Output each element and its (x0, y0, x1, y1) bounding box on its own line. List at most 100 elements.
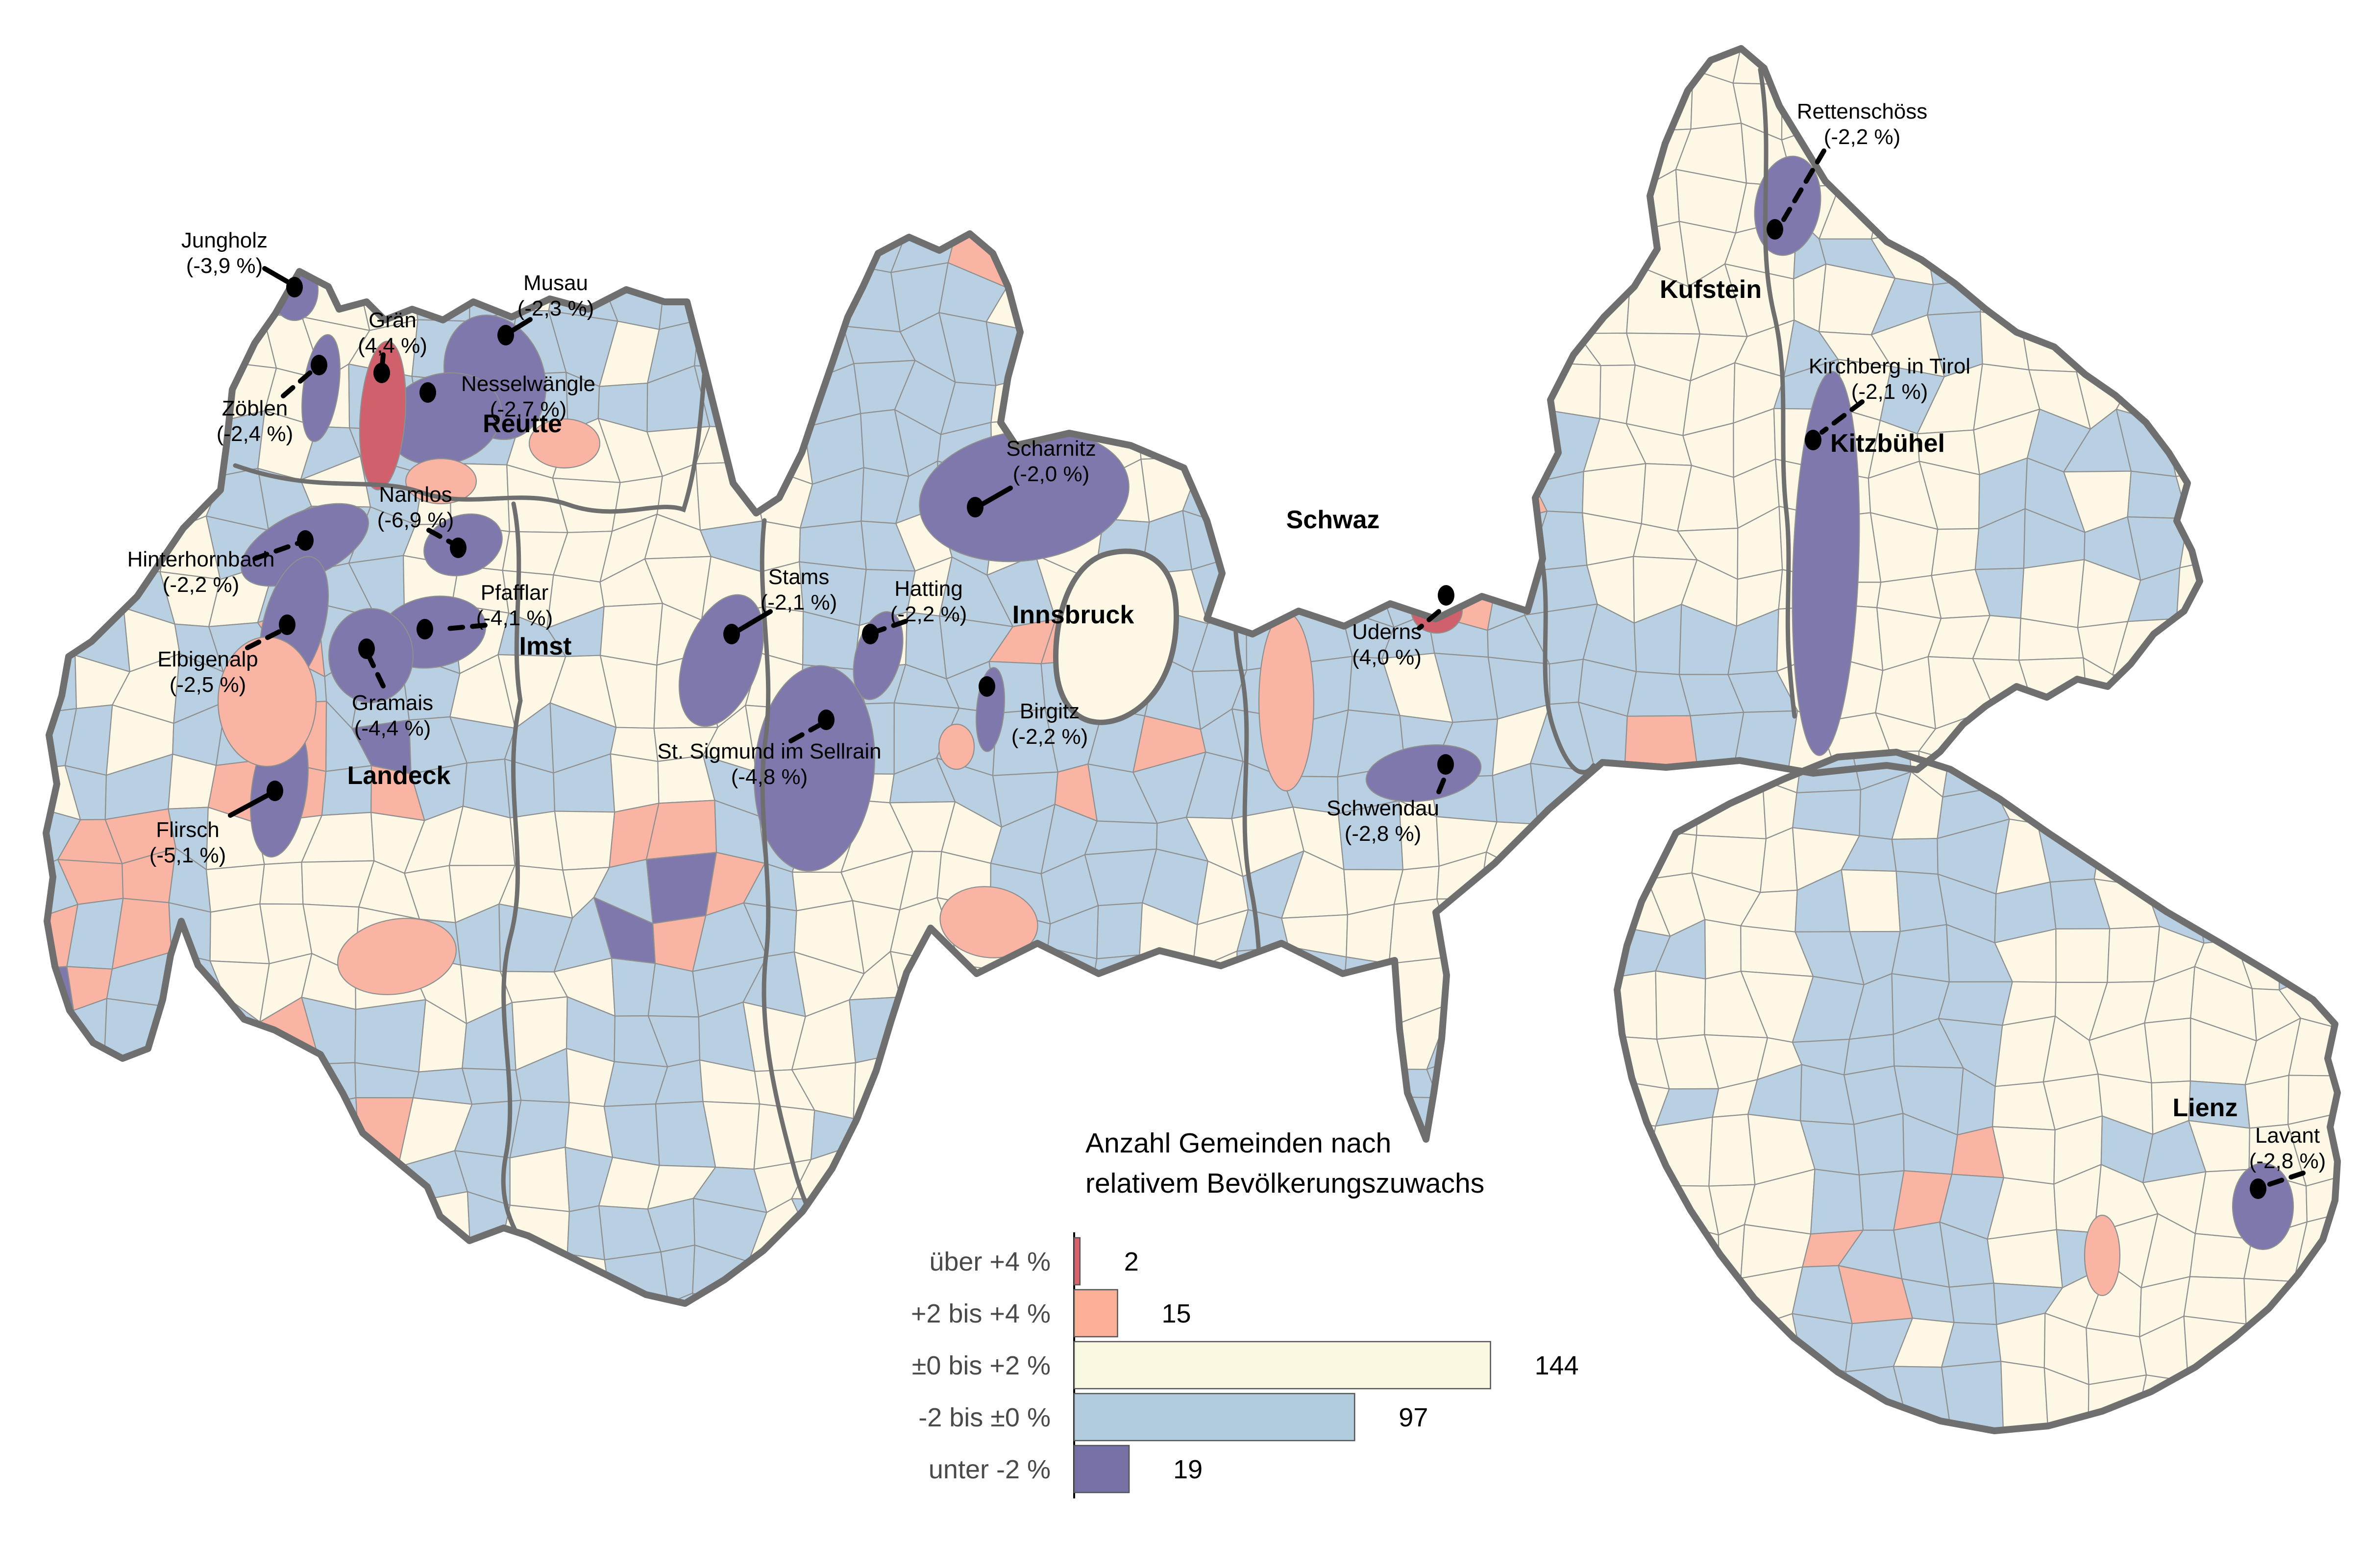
municipality-value-label: (-2,7 %) (490, 397, 566, 421)
legend-count-value: 144 (1535, 1351, 1579, 1380)
legend-bar (1073, 1341, 1491, 1390)
municipality-polygon (611, 957, 656, 1017)
leader-line (440, 623, 488, 632)
municipality-dot (286, 277, 303, 297)
municipality-polygon (610, 753, 660, 813)
highlight-municipality-shape (939, 886, 1038, 958)
east-tyrol-border (1614, 749, 2341, 1434)
municipality-dot (2250, 1178, 2266, 1199)
highlight-municipality-shape (359, 341, 407, 490)
municipality-name-label: Kirchberg in Tirol (1809, 354, 1970, 378)
highlighted-municipalities (217, 155, 1860, 995)
district-border-line (760, 518, 866, 1295)
municipality-dot (1438, 585, 1454, 606)
district-label-reutte: Reutte (483, 410, 562, 438)
legend-category-label: über +4 % (929, 1247, 1051, 1276)
municipality-dot (979, 676, 995, 697)
municipality-labels: Jungholz(-3,9 %) Musau(-2,3 %) Grän(4,4 %)… (127, 99, 2326, 1173)
legend-bar (1073, 1393, 1355, 1442)
municipality-name-label: Jungholz (181, 228, 268, 252)
leader-line (1819, 399, 1865, 435)
district-label-kufstein: Kufstein (1660, 275, 1762, 304)
leader-line (228, 792, 271, 818)
annotation-leader-lines (228, 148, 2306, 1187)
municipality-polygon (1655, 970, 1706, 1040)
municipality-polygon (1096, 902, 1143, 959)
leader-line (367, 655, 386, 688)
district-labels: Reutte Imst Landeck Innsbruck Schwaz Kufstein… (347, 275, 2238, 1122)
municipality-dot (419, 382, 436, 403)
district-label-imst: Imst (519, 632, 572, 661)
district-label-lienz: Lienz (2173, 1094, 2238, 1122)
municipality-polygon (645, 1292, 708, 1303)
municipality-polygon (2107, 926, 2161, 983)
municipality-name-label: Namlos (379, 483, 452, 507)
municipality-polygon (2000, 1361, 2048, 1431)
municipality-name-label: Lavant (2255, 1124, 2320, 1148)
municipality-name-label: Rettenschöss (1797, 99, 1928, 123)
highlight-municipality-shape (528, 418, 601, 469)
highlight-municipality-shape (2232, 1162, 2294, 1250)
municipality-name-label: Pfafflar (481, 581, 549, 605)
municipality-polygon (509, 1147, 570, 1212)
municipality-value-label: (-2,1 %) (761, 590, 837, 614)
district-label-landeck: Landeck (347, 761, 451, 790)
municipality-polygon (1891, 838, 1939, 875)
district-label-kitzbhel: Kitzbühel (1830, 429, 1945, 458)
municipality-name-label: Scharnitz (1006, 437, 1096, 461)
legend-bar (1073, 1445, 1130, 1494)
municipality-value-label: (-5,1 %) (149, 843, 226, 867)
municipality-dot (279, 614, 295, 635)
municipality-value-label: (-4,8 %) (731, 765, 808, 789)
municipality-polygon (603, 1103, 660, 1166)
leader-line (1781, 148, 1826, 222)
municipality-dot (497, 325, 514, 345)
municipality-polygon (462, 1068, 522, 1105)
municipality-name-label: Musau (523, 271, 588, 295)
highlighted-municipalities-east (2084, 1162, 2294, 1297)
municipality-value-label: (-2,0 %) (1013, 462, 1089, 486)
municipality-polygon (209, 903, 270, 964)
legend-category-label: unter -2 % (929, 1455, 1051, 1484)
municipality-value-label: (-2,2 %) (163, 573, 239, 597)
leader-line (981, 486, 1013, 506)
municipality-dot (297, 530, 314, 551)
municipality-value-label: (-2,8 %) (1345, 822, 1421, 846)
leader-line (737, 609, 773, 633)
municipality-value-label: (-2,1 %) (1851, 380, 1928, 404)
legend-category-label: ±0 bis +2 % (912, 1351, 1051, 1380)
municipality-polygon (2287, 1113, 2337, 1187)
north-tyrol-border (43, 45, 2203, 1307)
municipality-dot (862, 624, 879, 644)
legend-title-line2: relativem Bevölkerungszuwachs (1085, 1168, 1484, 1199)
leader-line (788, 723, 822, 743)
municipality-value-label: (-4,4 %) (354, 716, 431, 740)
municipality-polygon (2055, 928, 2111, 983)
highlight-municipality-shape (1792, 371, 1860, 756)
municipality-dot (311, 355, 327, 375)
municipality-dot (267, 781, 283, 801)
municipality-name-label: Uderns (1352, 620, 1422, 644)
municipality-polygon (1931, 528, 1980, 576)
municipality-dot (373, 363, 390, 383)
municipality-polygon (599, 603, 664, 666)
municipality-value-label: (-4,1 %) (476, 606, 553, 630)
district-border-line (1758, 67, 1797, 719)
municipality-dot (358, 638, 375, 659)
municipality-polygon (1941, 1361, 2004, 1431)
municipality-polygon (1841, 869, 1901, 932)
municipality-value-label: (4,0 %) (1352, 645, 1422, 669)
municipality-dot (450, 538, 467, 558)
municipality-name-label: Hatting (894, 577, 962, 601)
municipality-value-label: (-2,5 %) (170, 673, 246, 697)
municipality-polygon (1853, 1113, 1905, 1176)
municipality-dot (967, 497, 983, 517)
leader-line (2265, 1171, 2306, 1187)
municipality-dots (267, 219, 2266, 1199)
highlight-municipality-shape (1258, 612, 1315, 792)
municipality-polygon (554, 810, 615, 871)
municipality-value-label: (-6,9 %) (377, 508, 454, 532)
leader-line (252, 540, 301, 561)
